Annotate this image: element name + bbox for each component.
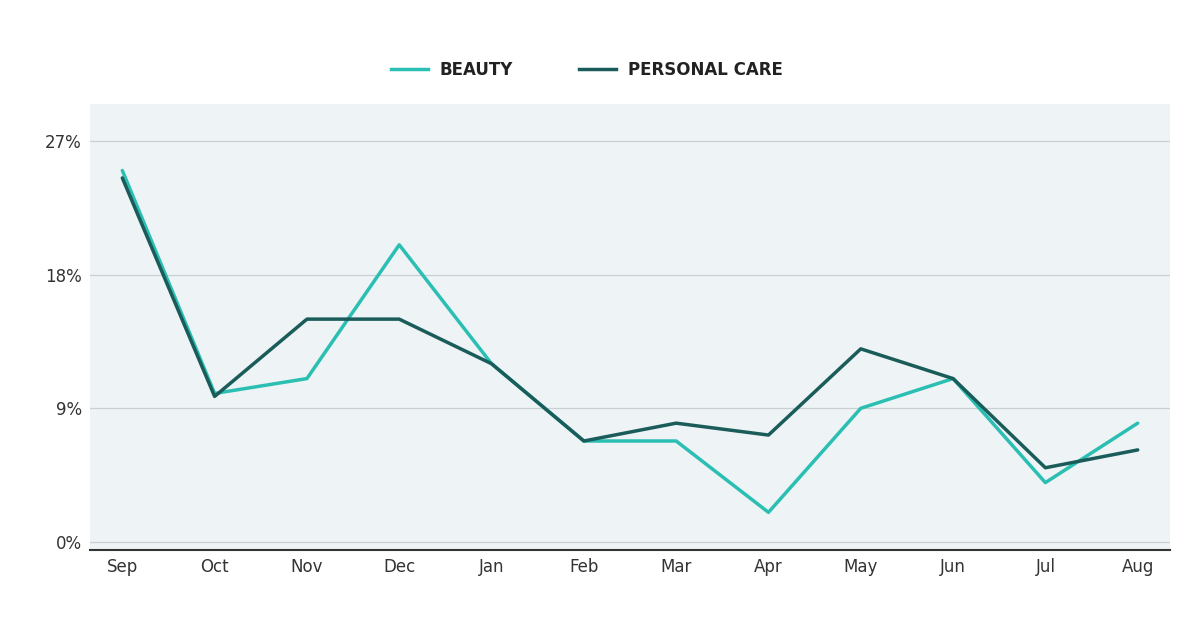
Text: Average Purchase Intent Rate by Month on Media: Average Purchase Intent Rate by Month on… — [192, 33, 1008, 62]
Text: *Source: MikMak Shopping Index, data from 09/01/2023-09/01/2024: *Source: MikMak Shopping Index, data fro… — [30, 588, 485, 602]
Text: MikMak: MikMak — [1068, 585, 1158, 605]
Legend: BEAUTY, PERSONAL CARE: BEAUTY, PERSONAL CARE — [384, 54, 790, 85]
Text: How to Drive Beauty & Personal Care eCommerce in Europe: How to Drive Beauty & Personal Care eCom… — [642, 588, 1043, 602]
